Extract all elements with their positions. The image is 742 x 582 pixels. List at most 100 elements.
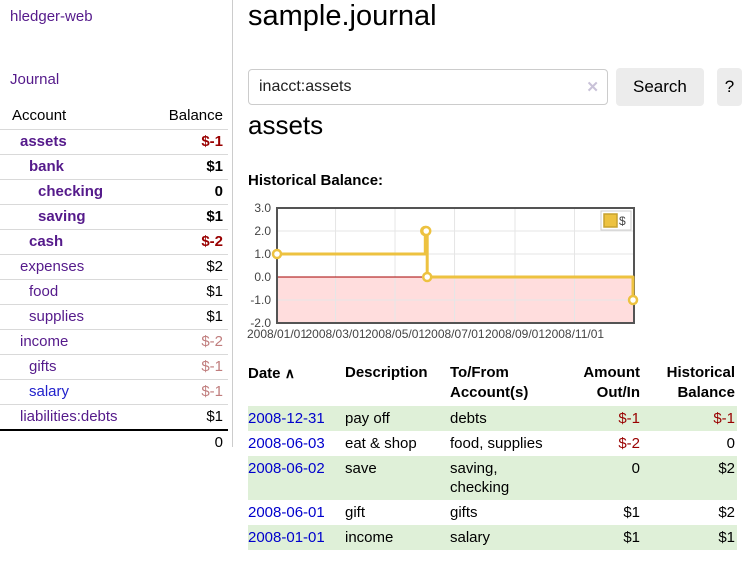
column-header-date[interactable]: Date ∧ (248, 365, 295, 382)
account-link-gifts[interactable]: gifts (29, 358, 57, 375)
transaction-balance-cell: $2 (718, 460, 735, 477)
account-balance: $1 (206, 308, 223, 325)
data-point-marker (421, 271, 433, 283)
transaction-amount-cell: $-1 (618, 410, 640, 427)
sidebar-item-journal[interactable]: Journal (10, 71, 60, 88)
transaction-accounts-cell: food, supplies (450, 435, 543, 452)
clear-search-icon[interactable]: ✕ (586, 79, 599, 96)
account-row: supplies $1 (0, 304, 228, 329)
y-axis-tick-label: 3.0 (254, 201, 271, 215)
account-row: checking 0 (0, 179, 228, 204)
transaction-description-cell: income (345, 529, 394, 546)
legend-label: $ (619, 214, 626, 228)
transaction-date-cell: 2008-06-03 (248, 431, 345, 456)
account-balance-table: Account Balance assets $-1 bank $1 checking 0… (0, 103, 228, 454)
transaction-description-cell: eat & shop (345, 435, 417, 452)
transaction-amount-cell: $1 (623, 504, 640, 521)
account-balance: $2 (206, 258, 223, 275)
account-row: expenses $2 (0, 254, 228, 279)
transaction-balance-cell: 0 (726, 435, 735, 452)
account-balance: $-1 (201, 383, 223, 400)
account-balance: $-1 (201, 133, 223, 150)
account-link-salary[interactable]: salary (29, 383, 70, 400)
transaction-date-link[interactable]: 2008-12-31 (248, 410, 325, 427)
y-axis-tick-label: 0.0 (254, 270, 271, 284)
account-balance: $-2 (201, 333, 223, 350)
table-row: 2008-06-03 eat & shop food, supplies $-2 0 (248, 431, 737, 456)
table-row: 2008-06-01 gift gifts $1 $2 (248, 500, 737, 525)
search-box: ✕ (248, 69, 608, 105)
column-header-description: Description (345, 364, 428, 381)
page-title: sample.journal (248, 0, 437, 32)
transaction-date-link[interactable]: 2008-06-03 (248, 435, 325, 452)
register-table: Date ∧ Description To/From Account(s) Amoun… (248, 360, 737, 550)
account-link-supplies[interactable]: supplies (29, 308, 85, 325)
transaction-description-cell: pay off (345, 410, 390, 427)
account-balance: $-1 (201, 358, 223, 375)
x-axis-tick-label: 2008/05/01 (365, 327, 425, 341)
transaction-date-link[interactable]: 2008-06-01 (248, 504, 325, 521)
account-link-bank[interactable]: bank (29, 158, 65, 175)
account-row: bank $1 (0, 154, 228, 179)
transaction-accounts-cell: debts (450, 410, 487, 427)
account-link-liabilities-debts[interactable]: liabilities:debts (20, 408, 118, 425)
transaction-balance-cell: $2 (718, 504, 735, 521)
help-button[interactable]: ? (716, 68, 742, 106)
y-axis-tick-label: -2.0 (250, 316, 271, 330)
column-header-to-from-account-s-: To/From Account(s) (450, 364, 529, 401)
account-row: saving $1 (0, 204, 228, 229)
account-row: liabilities:debts $1 (0, 404, 228, 429)
account-link-checking[interactable]: checking (38, 183, 104, 200)
transaction-accounts-cell: gifts (450, 504, 478, 521)
account-link-income[interactable]: income (20, 333, 69, 350)
transaction-date-cell: 2008-06-02 (248, 456, 345, 500)
search-input[interactable] (248, 69, 608, 105)
transaction-amount-cell: 0 (631, 460, 640, 477)
transaction-date-link[interactable]: 2008-01-01 (248, 529, 325, 546)
account-link-expenses[interactable]: expenses (20, 258, 85, 275)
x-axis-tick-label: 2008/01/01 (247, 327, 307, 341)
transaction-date-link[interactable]: 2008-06-02 (248, 460, 325, 477)
transaction-amount-cell: $1 (623, 529, 640, 546)
chart-canvas: 3.0 2.0 1.0 0.0 -1.0 -2.02008/01/012008/03/01… (247, 201, 639, 341)
sidebar: hledger-web Journal Account Balance asse… (0, 0, 233, 451)
account-row: cash $-2 (0, 229, 228, 254)
y-axis-tick-label: -1.0 (250, 293, 271, 307)
account-link-saving[interactable]: saving (38, 208, 86, 225)
account-balance: 0 (214, 183, 223, 200)
account-balance: $1 (206, 283, 223, 300)
x-axis-tick-label: 2008/03/01 (305, 327, 365, 341)
x-axis-tick-label: 2008/11/01 (545, 327, 604, 341)
search-button[interactable]: Search (616, 68, 704, 106)
transaction-accounts-cell: saving, checking (450, 460, 510, 496)
search-form: ✕ Search ? (248, 68, 742, 106)
transaction-balance-cell: $-1 (713, 410, 735, 427)
x-axis-tick-label: 2008/07/01 (424, 327, 484, 341)
main-content: sample.journal ✕ Search ? assets Histori… (247, 0, 742, 582)
account-heading: assets (248, 110, 324, 140)
account-link-cash[interactable]: cash (29, 233, 64, 250)
table-row: 2008-01-01 income salary $1 $1 (248, 525, 737, 550)
app-title-link[interactable]: hledger-web (10, 8, 93, 25)
transaction-accounts-cell: salary (450, 529, 491, 546)
table-row: 2008-06-02 save saving, checking 0 $2 (248, 456, 737, 500)
plot-border (276, 207, 635, 324)
column-header-amount-out-in: Amount Out/In (583, 364, 640, 401)
data-point-marker (420, 225, 432, 237)
transaction-description-cell: save (345, 460, 377, 477)
transaction-date-cell: 2008-06-01 (248, 500, 345, 525)
legend-swatch (603, 213, 618, 228)
account-row: gifts $-1 (0, 354, 228, 379)
account-link-assets[interactable]: assets (20, 133, 67, 150)
transaction-description-cell: gift (345, 504, 366, 521)
account-link-food[interactable]: food (29, 283, 59, 300)
data-point-marker (627, 294, 639, 306)
account-row: salary $-1 (0, 379, 228, 404)
y-axis-tick-label: 2.0 (254, 224, 271, 238)
account-row: income $-2 (0, 329, 228, 354)
account-row: assets $-1 (0, 129, 228, 154)
table-row: 2008-12-31 pay off debts $-1 $-1 (248, 406, 737, 431)
account-balance: $-2 (201, 233, 223, 250)
transaction-date-cell: 2008-01-01 (248, 525, 345, 550)
account-row: food $1 (0, 279, 228, 304)
